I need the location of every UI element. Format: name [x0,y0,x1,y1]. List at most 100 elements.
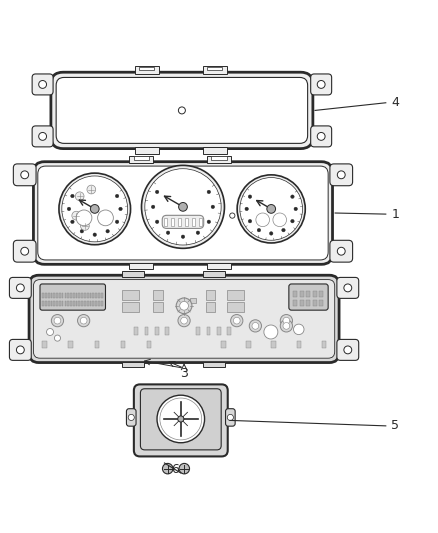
Circle shape [291,220,294,223]
Circle shape [180,302,188,310]
Circle shape [337,247,345,255]
Bar [153,290,162,300]
Circle shape [248,220,252,223]
Bar [297,341,301,348]
Bar [139,67,154,70]
Bar [98,293,100,298]
FancyBboxPatch shape [13,164,36,185]
Bar [207,327,210,335]
FancyBboxPatch shape [226,409,235,426]
Circle shape [21,171,28,179]
Bar [134,157,149,159]
FancyBboxPatch shape [56,77,307,143]
Bar [48,301,49,306]
Bar [122,302,139,312]
Circle shape [231,314,243,327]
Circle shape [106,230,110,233]
Text: 3: 3 [180,367,188,380]
Bar [206,302,215,312]
Circle shape [207,220,211,223]
Bar [84,301,86,306]
Circle shape [249,320,261,332]
Circle shape [75,192,84,200]
Circle shape [245,207,248,211]
Bar [45,301,47,306]
FancyBboxPatch shape [51,72,313,149]
Bar [147,341,151,348]
Text: 6: 6 [171,463,179,476]
Circle shape [54,317,61,324]
Bar [203,271,225,277]
Bar [122,362,144,367]
Bar [164,218,167,226]
Bar [45,293,47,298]
Circle shape [211,205,215,208]
Circle shape [294,207,297,211]
FancyBboxPatch shape [13,240,36,262]
Bar [207,67,223,70]
Bar [87,301,88,306]
FancyBboxPatch shape [40,284,106,310]
Bar [53,293,55,298]
Bar [185,218,188,226]
Circle shape [178,416,184,422]
Bar [203,66,227,74]
Circle shape [237,175,305,243]
Bar [207,157,231,163]
Circle shape [230,213,235,218]
Circle shape [51,314,64,327]
Circle shape [78,314,90,327]
Bar [59,301,61,306]
Circle shape [233,317,240,324]
Bar [70,301,72,306]
Bar [122,271,144,277]
FancyBboxPatch shape [32,126,53,147]
Circle shape [181,317,187,324]
Bar [64,301,66,306]
Bar [78,293,80,298]
FancyBboxPatch shape [38,166,328,260]
Bar [199,218,201,226]
Bar [95,341,99,348]
Bar [48,293,49,298]
FancyBboxPatch shape [289,284,328,310]
Bar [70,293,72,298]
FancyBboxPatch shape [10,340,31,360]
Circle shape [269,232,273,235]
Circle shape [291,195,294,198]
Bar [306,292,310,297]
Circle shape [196,231,200,235]
Circle shape [256,213,269,227]
Circle shape [293,324,304,335]
Bar [135,66,159,74]
Bar [95,301,97,306]
Bar [73,293,74,298]
Bar [293,300,297,306]
Bar [293,292,297,297]
Circle shape [141,165,224,248]
Bar [217,327,221,335]
Circle shape [248,195,252,198]
Circle shape [267,205,276,213]
Circle shape [344,346,352,354]
Circle shape [162,463,173,474]
Circle shape [179,203,187,211]
Bar [87,293,88,298]
FancyBboxPatch shape [127,409,136,426]
Bar [129,263,153,269]
Circle shape [155,220,159,223]
FancyBboxPatch shape [330,164,353,185]
Bar [206,290,215,300]
Circle shape [145,169,221,245]
Bar [319,292,323,297]
Bar [227,302,244,312]
Circle shape [16,284,24,292]
Circle shape [337,171,345,179]
Bar [62,301,64,306]
Circle shape [87,185,95,194]
FancyBboxPatch shape [330,240,353,262]
Bar [166,327,169,335]
Bar [313,300,317,306]
Circle shape [71,220,74,223]
Circle shape [21,247,28,255]
